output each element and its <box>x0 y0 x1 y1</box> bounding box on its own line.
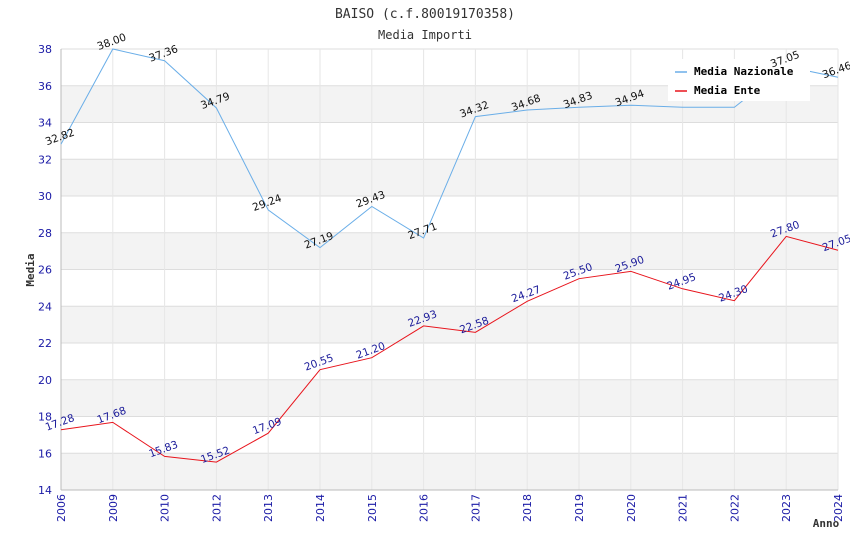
x-tick-label: 2022 <box>728 494 741 522</box>
x-tick-label: 2012 <box>210 494 223 522</box>
y-tick-labels: 14 16 18 20 22 24 26 28 30 32 34 36 38 <box>38 43 52 497</box>
x-tick-label: 2015 <box>366 494 379 522</box>
x-tick-label: 2018 <box>521 494 534 522</box>
y-tick-label: 32 <box>38 153 52 166</box>
x-tick-label: 2010 <box>159 494 172 522</box>
series-lines <box>60 48 839 463</box>
plot-band <box>61 122 838 160</box>
plot-bands <box>61 49 838 490</box>
grid-lines <box>60 48 839 491</box>
y-tick-label: 36 <box>38 80 52 93</box>
x-tick-label: 2016 <box>418 494 431 522</box>
chart-title: BAISO (c.f.80019170358) <box>335 7 515 22</box>
x-tick-label: 2013 <box>262 494 275 522</box>
x-tick-labels: 2006 2009 2010 2012 2013 2014 2015 2016 2017 2018… <box>55 494 845 522</box>
y-tick-label: 14 <box>38 484 52 497</box>
plot-band <box>61 306 838 343</box>
y-tick-label: 30 <box>38 190 52 203</box>
x-tick-label: 2006 <box>55 494 68 522</box>
y-tick-label: 34 <box>38 117 52 130</box>
y-axis-label: Media <box>24 253 37 286</box>
plot-band <box>61 343 838 380</box>
y-tick-label: 16 <box>38 447 52 460</box>
y-tick-label: 24 <box>38 300 52 313</box>
y-tick-label: 28 <box>38 227 52 240</box>
plot-band <box>61 269 838 307</box>
x-tick-label: 2014 <box>314 494 327 522</box>
legend-label-media-ente: Media Ente <box>694 84 761 97</box>
x-tick-label: 2019 <box>573 494 586 522</box>
plot-band <box>61 453 838 490</box>
axes <box>60 49 838 491</box>
x-tick-label: 2024 <box>832 494 845 522</box>
x-tick-label: 2017 <box>469 494 482 522</box>
y-tick-label: 22 <box>38 337 52 350</box>
y-tick-label: 26 <box>38 264 52 277</box>
x-tick-label: 2020 <box>625 494 638 522</box>
x-tick-label: 2009 <box>107 494 120 522</box>
legend-box <box>668 59 810 101</box>
legend: Media Nazionale Media Ente <box>668 59 810 101</box>
x-tick-label: 2021 <box>677 494 690 522</box>
y-tick-label: 20 <box>38 374 52 387</box>
series-line-media-nazionale <box>60 48 839 249</box>
y-tick-label: 38 <box>38 43 52 56</box>
plot-band <box>61 196 838 233</box>
y-tick-label: 18 <box>38 411 52 424</box>
x-tick-label: 2023 <box>780 494 793 522</box>
x-axis-label: Anno <box>813 517 840 530</box>
chart-subtitle: Media Importi <box>378 28 472 42</box>
series-line-media-ente <box>60 235 839 463</box>
plot-band <box>61 379 838 417</box>
plot-band <box>61 232 838 270</box>
plot-band <box>61 416 838 454</box>
legend-label-media-nazionale: Media Nazionale <box>694 65 794 78</box>
